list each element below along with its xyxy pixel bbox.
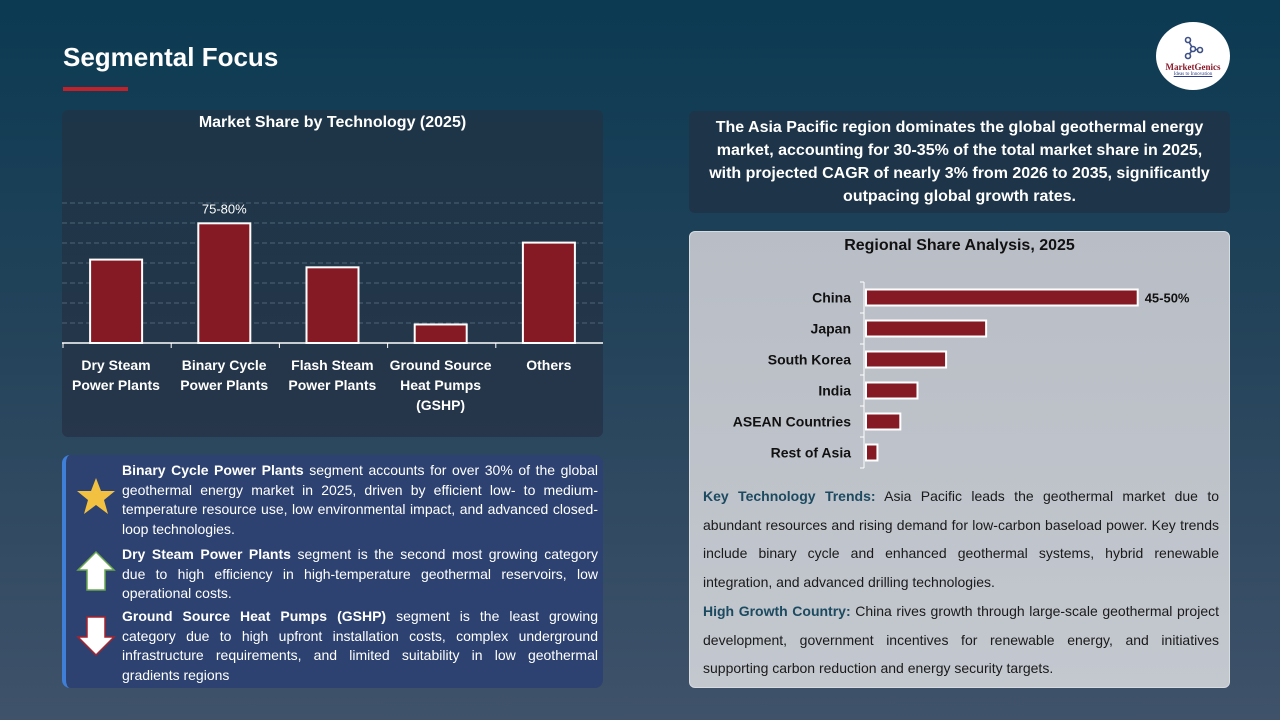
bar-india: [865, 381, 919, 400]
bar-japan: [865, 319, 988, 338]
bar-rest-of-asia: [865, 443, 879, 462]
data-label: 45-50%: [1145, 291, 1190, 306]
high-growth-country: High Growth Country: China rives growth …: [703, 603, 1220, 677]
category-label: India: [818, 383, 851, 399]
category-label: South Korea: [768, 352, 851, 368]
data-label: 75-80%: [202, 201, 247, 216]
regional-chart-panel: China 45-50% Japan South Korea India ASEAN Co…: [689, 231, 1230, 688]
bar-dry-steam-power-plants: [89, 258, 144, 345]
page-title: Segmental Focus: [63, 42, 279, 72]
technology-bar-chart: 75-80%: [62, 201, 603, 348]
category-label-line: (GSHP): [416, 397, 466, 413]
bar-asean-countries: [865, 412, 902, 431]
category-label-line: Others: [526, 357, 572, 373]
bar-china: [865, 288, 1139, 307]
category-label-line: Heat Pumps: [400, 377, 482, 393]
bar-binary-cycle-power-plants: [197, 222, 252, 344]
category-label: Dry Steam Power Plants: [62, 355, 170, 395]
category-label: Binary Cycle Power Plants: [170, 355, 278, 395]
category-label: Others: [495, 355, 603, 375]
category-label: China: [812, 290, 851, 306]
category-label: Flash Steam Power Plants: [278, 355, 386, 395]
arrow-down-icon: [76, 616, 116, 657]
logo: MarketGenics Ideas to Innovation: [1156, 22, 1230, 90]
bar-south-korea: [865, 350, 948, 369]
asia-pacific-highlight: The Asia Pacific region dominates the gl…: [689, 111, 1230, 213]
category-label-line: Power Plants: [288, 377, 377, 393]
note-gshp: Ground Source Heat Pumps (GSHP) segment …: [122, 608, 598, 683]
logo-name: MarketGenics: [1165, 61, 1221, 72]
arrow-up-icon: [76, 550, 116, 591]
category-label-line: Flash Steam: [291, 357, 374, 373]
key-technology-trends: Key Technology Trends: Asia Pacific lead…: [703, 488, 1219, 590]
regional-bar-chart: China 45-50% Japan South Korea India ASEAN Co…: [733, 281, 1190, 469]
category-label: Rest of Asia: [771, 445, 852, 461]
category-label-line: Dry Steam: [81, 357, 151, 373]
note-binary-cycle: Binary Cycle Power Plants segment accoun…: [122, 462, 598, 537]
technology-chart-panel: 75-80% Market Share by Technology (2025)…: [62, 110, 603, 437]
logo-tagline: Ideas to Innovation: [1173, 71, 1213, 77]
regional-chart-title: Regional Share Analysis, 2025: [844, 237, 1075, 254]
note-dry-steam: Dry Steam Power Plants segment is the se…: [122, 546, 599, 601]
bar-flash-steam-power-plants: [305, 266, 360, 344]
bar-ground-source-heat-pumps-gshp-: [413, 323, 468, 344]
category-label: Japan: [811, 321, 851, 337]
title-underline: [63, 87, 128, 91]
category-label-line: Binary Cycle: [181, 357, 267, 373]
category-label-line: Power Plants: [180, 377, 269, 393]
category-label-line: Ground Source: [389, 357, 492, 373]
technology-chart-title: Market Share by Technology (2025): [198, 114, 467, 131]
molecule-icon: [1184, 36, 1204, 59]
category-label: ASEAN Countries: [733, 414, 851, 430]
segment-notes: Binary Cycle Power Plants segment accoun…: [62, 455, 603, 688]
category-label-line: Power Plants: [72, 377, 160, 393]
bar-others: [521, 241, 576, 344]
category-label: Ground Source Heat Pumps (GSHP): [387, 355, 495, 415]
star-icon: [77, 478, 115, 514]
